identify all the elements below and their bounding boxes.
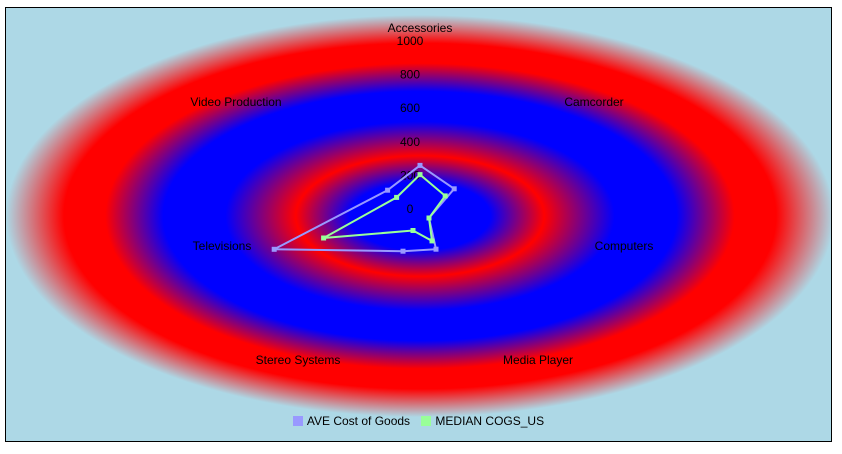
- category-label-camcorder: Camcorder: [564, 95, 623, 109]
- category-label-televisions: Televisions: [193, 239, 252, 253]
- radial-tick-800: 800: [400, 68, 420, 82]
- radar-chart: Accessories Camcorder Computers Media Playe…: [6, 15, 831, 417]
- legend-item-median: MEDIAN COGS_US: [421, 414, 544, 428]
- legend-label-median: MEDIAN COGS_US: [435, 414, 545, 428]
- data-point-s0-0: [417, 162, 423, 168]
- data-point-s0-5: [271, 246, 277, 252]
- data-point-s1-1: [442, 193, 448, 199]
- data-point-s1-4: [410, 228, 416, 233]
- data-point-s1-6: [394, 194, 400, 200]
- series-line-0: [273, 164, 456, 253]
- data-point-s1-2: [426, 215, 432, 221]
- series-line-1: [323, 173, 447, 243]
- data-point-s0-3: [433, 246, 439, 252]
- category-label-computers: Computers: [595, 239, 654, 253]
- radial-tick-400: 400: [400, 135, 420, 149]
- legend-swatch-ave: [292, 416, 303, 426]
- data-point-s0-4: [400, 248, 406, 254]
- legend-label-ave: AVE Cost of Goods: [306, 414, 411, 428]
- radial-tick-200: 200: [400, 168, 420, 182]
- data-point-s0-6: [385, 187, 391, 193]
- data-point-s0-1: [451, 186, 457, 192]
- radial-tick-600: 600: [400, 101, 420, 115]
- category-label-video-production: Video Production: [190, 95, 281, 109]
- radial-tick-0: 0: [407, 202, 414, 216]
- data-point-s1-5: [321, 235, 327, 241]
- data-point-s1-3: [429, 238, 435, 244]
- legend: AVE Cost of Goods MEDIAN COGS_US: [6, 414, 831, 428]
- legend-swatch-median: [421, 416, 432, 426]
- category-label-media-player: Media Player: [503, 353, 573, 367]
- legend-item-ave: AVE Cost of Goods: [292, 414, 411, 428]
- category-label-stereo-systems: Stereo Systems: [256, 353, 341, 367]
- chart-area: Accessories Camcorder Computers Media Playe…: [5, 7, 832, 442]
- category-label-accessories: Accessories: [388, 21, 453, 35]
- radar-background: [6, 15, 831, 417]
- radial-tick-1000: 1000: [397, 34, 424, 48]
- data-point-s1-0: [417, 172, 423, 178]
